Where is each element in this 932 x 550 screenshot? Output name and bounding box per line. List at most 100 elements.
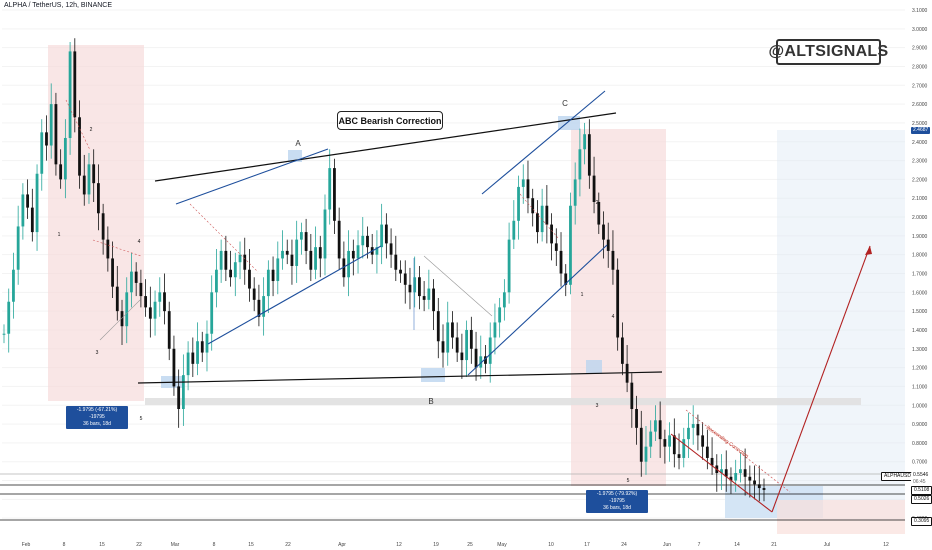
candle-body <box>394 254 398 270</box>
candle-body <box>281 250 284 259</box>
wave-label-sub_4a: 4 <box>138 239 141 245</box>
candle-body <box>658 420 662 440</box>
x-tick-label: 24 <box>621 542 627 548</box>
wave-label-sub_2b: 2 <box>596 200 599 206</box>
candle-body <box>710 457 714 466</box>
candle-body <box>82 175 86 195</box>
wave-label-wave_a: A <box>295 139 301 148</box>
candle-body <box>672 435 676 455</box>
candle-body <box>337 220 341 259</box>
y-tick-label: 1.4000 <box>912 328 928 334</box>
x-tick-label: 22 <box>285 542 291 548</box>
desc-correction-label: Descending Correction <box>705 425 750 460</box>
candle-body <box>526 179 530 199</box>
x-tick-label: Feb <box>22 542 31 548</box>
y-tick-label: 2.3000 <box>912 159 928 165</box>
candle-body <box>342 258 346 278</box>
candle-body <box>361 235 365 246</box>
x-tick-label: 12 <box>396 542 402 548</box>
current-price-tag: 0.5546 <box>911 472 931 479</box>
candle-body <box>200 341 204 353</box>
y-tick-label: 2.0000 <box>912 215 928 221</box>
candle-body <box>35 173 39 233</box>
candle-body <box>743 469 747 477</box>
candle-body <box>720 469 723 474</box>
measure-2-line1: -1.9795 (-79.92%) -19795 <box>596 491 638 504</box>
candle-body <box>606 239 610 251</box>
candle-body <box>40 132 44 174</box>
candle-body <box>172 348 176 387</box>
candle-body <box>139 282 143 297</box>
b-band <box>145 398 861 405</box>
candle-body <box>493 322 497 338</box>
candle-body <box>351 250 355 259</box>
candle-body <box>158 292 162 302</box>
candle-body <box>502 292 506 308</box>
candle-body <box>167 311 171 349</box>
candle-body <box>191 352 195 364</box>
candle-body <box>597 201 601 225</box>
wave-guide-3 <box>189 203 259 273</box>
price-tag-top: 2.4687 <box>911 127 931 134</box>
y-tick-label: 1.1000 <box>912 384 928 390</box>
x-tick-label: 19 <box>433 542 439 548</box>
candle-body <box>399 269 402 274</box>
wave-a-channel-top <box>175 148 329 205</box>
y-tick-label: 1.9000 <box>912 234 928 240</box>
x-tick-label: Mar <box>171 542 180 548</box>
candle-body <box>106 239 110 259</box>
measure-1-line2: 36 bars, 18d <box>83 421 111 427</box>
candle-body <box>465 329 469 361</box>
candle-body <box>333 168 336 221</box>
candle-body <box>748 476 752 481</box>
watermark-logo: @ALTSIGNALS <box>769 39 888 65</box>
candle-body <box>87 164 91 195</box>
candle-body <box>153 301 157 319</box>
wave-guide-1 <box>65 99 91 151</box>
candle-body <box>734 473 738 481</box>
candle-body <box>290 254 294 266</box>
candle-body <box>649 431 653 447</box>
candle-body <box>602 224 605 240</box>
y-tick-label: 2.8000 <box>912 64 928 70</box>
countdown-tag: 06:45 <box>911 479 928 486</box>
x-tick-label: 15 <box>99 542 105 548</box>
y-tick-label: 0.7000 <box>912 460 928 466</box>
candle-body <box>299 232 303 240</box>
y-tick-label: 1.8000 <box>912 253 928 259</box>
y-tick-label: 3.1000 <box>912 8 928 14</box>
candle-body <box>323 209 327 259</box>
candle-body <box>252 288 256 300</box>
x-tick-label: Jul <box>824 542 830 548</box>
wave-label-sub_1a: 1 <box>58 232 61 238</box>
candle-body <box>12 269 15 302</box>
candle-body <box>380 224 384 248</box>
candle-body <box>616 269 620 338</box>
candle-body <box>219 250 223 270</box>
candle-body <box>753 480 756 485</box>
candle-body <box>654 420 657 432</box>
x-axis: Feb 8 15 22 Mar 8 15 22 Apr 12 19 25 May 10 17 24 Jun 7 14… <box>22 542 889 548</box>
wave-guide-4 <box>519 193 559 239</box>
y-tick-label: 1.5000 <box>912 309 928 315</box>
candle-body <box>738 469 742 474</box>
chart-title: ALPHA / TetherUS, 12h, BINANCE <box>4 2 113 9</box>
candle-body <box>408 284 412 293</box>
candle-body <box>309 250 313 270</box>
candle-body <box>757 484 761 489</box>
candle-body <box>49 104 53 146</box>
candle-body <box>639 427 643 462</box>
candle-body <box>120 311 124 327</box>
candle-body <box>59 164 63 180</box>
candle-body <box>224 250 228 270</box>
candle-body <box>205 333 209 353</box>
candle-body <box>455 337 459 353</box>
x-tick-label: May <box>497 542 507 548</box>
highlight-box <box>586 360 602 374</box>
candle-body <box>63 137 67 180</box>
candle-body <box>569 205 572 285</box>
candle-body <box>559 250 563 274</box>
candle-body <box>677 454 681 458</box>
